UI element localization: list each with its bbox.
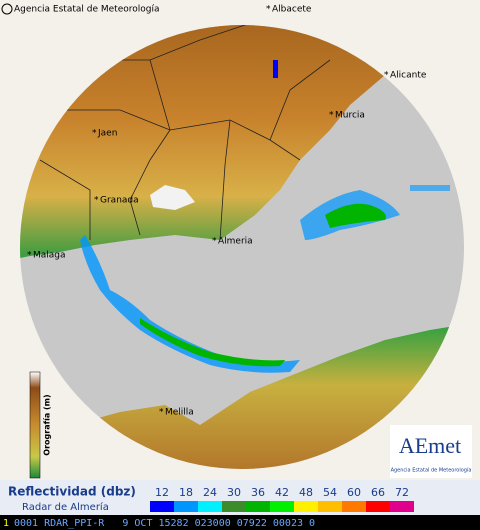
city-label: Murcia bbox=[335, 111, 365, 121]
city-label: Almeria bbox=[218, 237, 253, 247]
legend-swatch bbox=[294, 501, 318, 512]
footer-status: 0001 RDAR_PPI-R 9 OCT 15282 023000 07922… bbox=[14, 518, 315, 529]
legend-level: 48 bbox=[299, 486, 313, 499]
legend-level: 60 bbox=[347, 486, 361, 499]
legend-swatch bbox=[342, 501, 366, 512]
copyright-icon bbox=[1, 3, 13, 15]
legend-level: 36 bbox=[251, 486, 265, 499]
city-label: Granada bbox=[100, 196, 139, 206]
land-iberia bbox=[20, 25, 464, 262]
city-marker: * bbox=[329, 111, 334, 121]
city-marker: * bbox=[384, 71, 389, 81]
city-marker: * bbox=[27, 251, 32, 261]
copyright: Agencia Estatal de Meteorología bbox=[14, 5, 160, 15]
logo-box bbox=[390, 425, 472, 478]
legend-level: 24 bbox=[203, 486, 217, 499]
legend-swatch bbox=[270, 501, 294, 512]
city-marker: * bbox=[159, 408, 164, 418]
footer-bar bbox=[0, 515, 480, 530]
legend-level: 12 bbox=[155, 486, 169, 499]
legend-title: Reflectividad (dbz) bbox=[8, 485, 136, 499]
city-marker: * bbox=[266, 5, 271, 15]
legend-swatch bbox=[174, 501, 198, 512]
legend-swatch bbox=[150, 501, 174, 512]
city-label: Melilla bbox=[165, 408, 194, 418]
logo-subtitle: Agencia Estatal de Meteorología bbox=[391, 467, 472, 474]
legend-level: 18 bbox=[179, 486, 193, 499]
legend-level: 42 bbox=[275, 486, 289, 499]
logo-name: AEmet bbox=[399, 433, 461, 458]
orography-scale bbox=[29, 371, 41, 479]
legend-level: 72 bbox=[395, 486, 409, 499]
legend-level: 66 bbox=[371, 486, 385, 499]
city-label: Malaga bbox=[33, 251, 66, 261]
city-label: Jaen bbox=[97, 129, 117, 139]
legend-swatch bbox=[246, 501, 270, 512]
legend-swatch bbox=[318, 501, 342, 512]
borders bbox=[39, 25, 331, 241]
legend-level: 54 bbox=[323, 486, 337, 499]
footer-index: 1 bbox=[3, 518, 9, 529]
legend: 12 18 24 30 36 42 48 54 60 66 72 bbox=[150, 486, 414, 512]
orography-title: Orografía (m) bbox=[43, 394, 52, 455]
snow bbox=[150, 185, 195, 210]
legend-swatch bbox=[222, 501, 246, 512]
city-marker: * bbox=[94, 196, 99, 206]
city-marker: * bbox=[92, 129, 97, 139]
legend-swatch bbox=[390, 501, 414, 512]
city-label: Alicante bbox=[390, 71, 427, 81]
echoes bbox=[80, 60, 450, 373]
city-labels: * Albacete* Alicante* Murcia* Jaen* Granada* A… bbox=[27, 5, 427, 418]
legend-subtitle: Radar de Almería bbox=[22, 501, 109, 513]
city-marker: * bbox=[212, 237, 217, 247]
legend-swatch bbox=[198, 501, 222, 512]
legend-swatch bbox=[366, 501, 390, 512]
legend-level: 30 bbox=[227, 486, 241, 499]
city-label: Albacete bbox=[272, 5, 312, 15]
